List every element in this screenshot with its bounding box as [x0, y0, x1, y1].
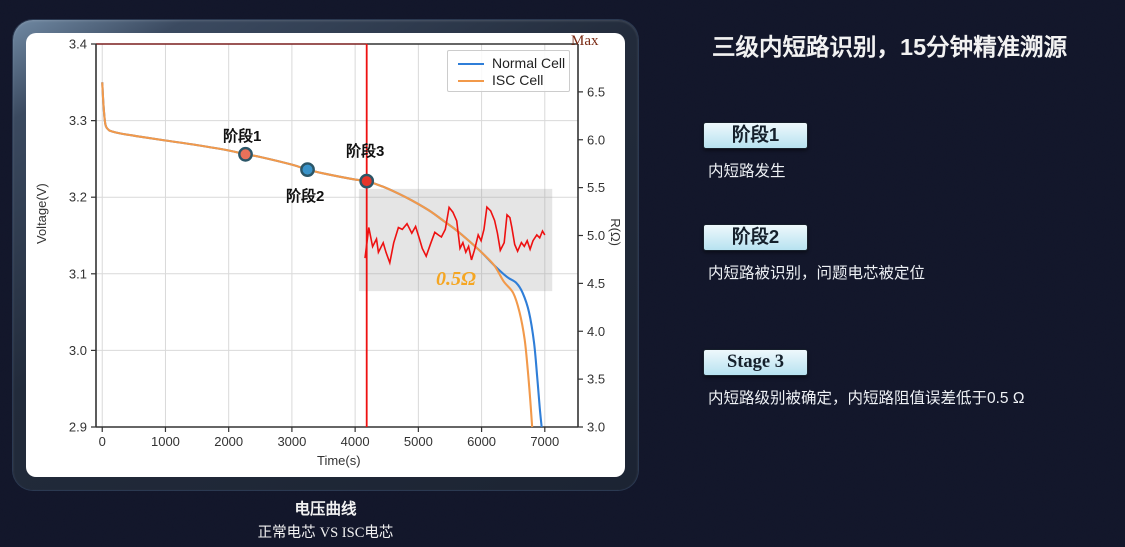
svg-text:5.5: 5.5 — [587, 180, 605, 195]
svg-text:6.5: 6.5 — [587, 84, 605, 99]
svg-text:0: 0 — [99, 434, 106, 449]
svg-text:3.1: 3.1 — [69, 266, 87, 281]
svg-text:3.4: 3.4 — [69, 37, 87, 52]
svg-text:3.2: 3.2 — [69, 190, 87, 205]
svg-text:6.0: 6.0 — [587, 132, 605, 147]
svg-text:4000: 4000 — [341, 434, 370, 449]
svg-text:2000: 2000 — [214, 434, 243, 449]
svg-text:5.0: 5.0 — [587, 228, 605, 243]
svg-text:4.0: 4.0 — [587, 324, 605, 339]
svg-text:3.0: 3.0 — [69, 343, 87, 358]
svg-text:3000: 3000 — [277, 434, 306, 449]
svg-text:3.0: 3.0 — [587, 420, 605, 435]
svg-text:3.5: 3.5 — [587, 372, 605, 387]
svg-text:1000: 1000 — [151, 434, 180, 449]
svg-text:4.5: 4.5 — [587, 276, 605, 291]
svg-text:3.3: 3.3 — [69, 113, 87, 128]
svg-text:7000: 7000 — [530, 434, 559, 449]
svg-text:5000: 5000 — [404, 434, 433, 449]
svg-text:2.9: 2.9 — [69, 420, 87, 435]
svg-text:6000: 6000 — [467, 434, 496, 449]
